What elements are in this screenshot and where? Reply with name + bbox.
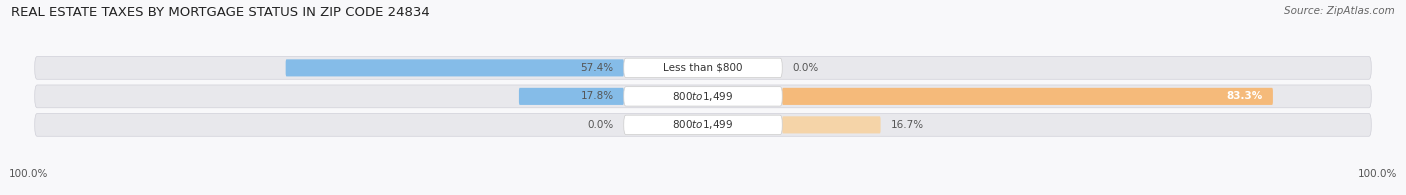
Text: 100.0%: 100.0% [8, 169, 48, 179]
FancyBboxPatch shape [624, 58, 782, 78]
Text: 0.0%: 0.0% [588, 120, 613, 130]
FancyBboxPatch shape [624, 87, 782, 106]
Legend: Without Mortgage, With Mortgage: Without Mortgage, With Mortgage [586, 191, 820, 195]
Text: $800 to $1,499: $800 to $1,499 [672, 90, 734, 103]
Text: Less than $800: Less than $800 [664, 63, 742, 73]
FancyBboxPatch shape [285, 59, 624, 76]
Text: $800 to $1,499: $800 to $1,499 [672, 118, 734, 131]
Text: REAL ESTATE TAXES BY MORTGAGE STATUS IN ZIP CODE 24834: REAL ESTATE TAXES BY MORTGAGE STATUS IN … [11, 6, 430, 19]
Text: 16.7%: 16.7% [891, 120, 924, 130]
FancyBboxPatch shape [519, 88, 624, 105]
FancyBboxPatch shape [782, 88, 1272, 105]
FancyBboxPatch shape [782, 116, 880, 133]
Text: 57.4%: 57.4% [581, 63, 613, 73]
FancyBboxPatch shape [35, 85, 1371, 108]
FancyBboxPatch shape [35, 57, 1371, 79]
Text: 83.3%: 83.3% [1226, 91, 1263, 101]
Text: 0.0%: 0.0% [793, 63, 818, 73]
FancyBboxPatch shape [624, 115, 782, 135]
Text: 17.8%: 17.8% [581, 91, 613, 101]
FancyBboxPatch shape [35, 113, 1371, 136]
Text: Source: ZipAtlas.com: Source: ZipAtlas.com [1284, 6, 1395, 16]
Text: 100.0%: 100.0% [1358, 169, 1398, 179]
